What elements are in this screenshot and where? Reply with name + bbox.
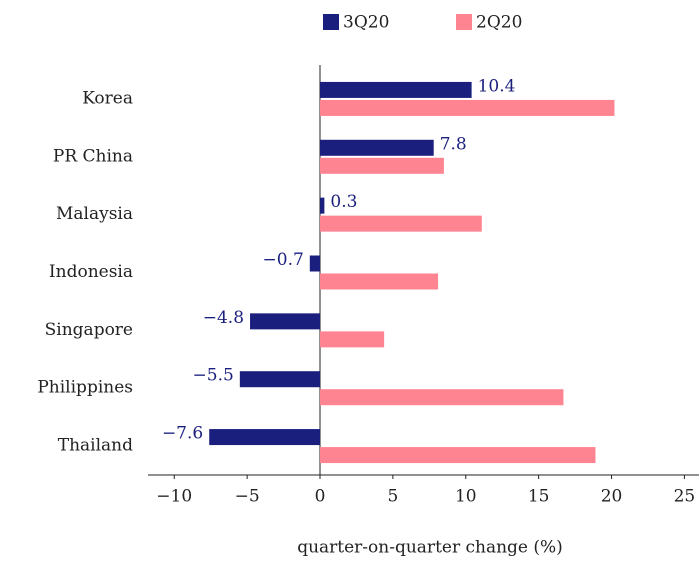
category-label: PR China [53, 146, 133, 166]
bar [320, 197, 325, 214]
bar [320, 215, 482, 232]
x-tick-label: 15 [528, 487, 550, 507]
category-label: Indonesia [49, 262, 133, 282]
category-label: Philippines [37, 378, 133, 398]
value-label: 10.4 [478, 76, 516, 96]
bar [320, 447, 596, 464]
category-label: Korea [82, 88, 133, 108]
x-tick-label: 25 [674, 487, 696, 507]
legend-label: 3Q20 [343, 13, 389, 33]
x-tick-label: −10 [156, 487, 192, 507]
bar [309, 255, 321, 272]
bar [250, 313, 321, 330]
bar [320, 331, 385, 348]
x-tick-label: 10 [455, 487, 477, 507]
x-axis-label: quarter-on-quarter change (%) [297, 538, 563, 558]
value-label: −5.5 [193, 366, 234, 386]
value-label: 0.3 [330, 192, 357, 212]
legend-swatch [323, 14, 339, 30]
bar [239, 371, 321, 388]
x-tick-label: −5 [235, 487, 260, 507]
category-label: Thailand [58, 436, 133, 456]
legend-swatch [456, 14, 472, 30]
bar [320, 273, 439, 290]
category-label: Malaysia [56, 204, 133, 224]
value-label: −0.7 [263, 250, 304, 270]
x-tick-label: 5 [387, 487, 398, 507]
bar [320, 139, 434, 156]
value-label: −4.8 [203, 308, 244, 328]
category-label: Singapore [45, 320, 133, 340]
x-tick-label: 20 [601, 487, 623, 507]
bar [320, 81, 472, 98]
bar [320, 157, 444, 174]
x-tick-label: 0 [315, 487, 326, 507]
value-label: −7.6 [162, 424, 203, 444]
bar [320, 99, 615, 116]
bar [209, 429, 321, 446]
bar [320, 389, 564, 406]
value-label: 7.8 [440, 134, 467, 154]
legend-label: 2Q20 [476, 13, 522, 33]
